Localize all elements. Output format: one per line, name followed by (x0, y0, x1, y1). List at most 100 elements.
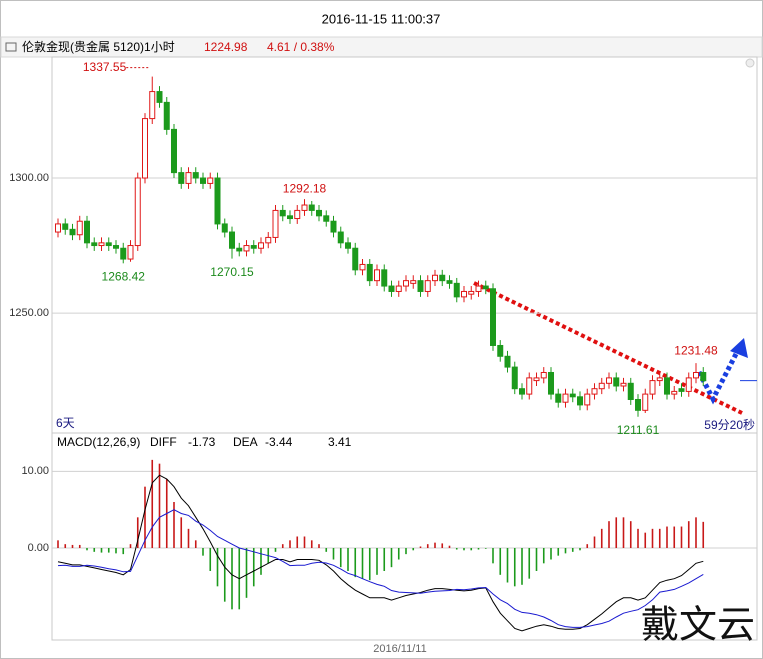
candle-body (345, 242, 351, 249)
candle-body (91, 242, 98, 247)
y-tick-label: 1250.00 (9, 307, 49, 319)
candle-body (243, 245, 250, 252)
trend-line (473, 281, 743, 415)
candle-body (410, 280, 417, 284)
y-tick-label: 1300.00 (9, 172, 49, 184)
candle-body (591, 388, 598, 395)
diff-name: DIFF (150, 435, 177, 449)
price-annotation: 1231.48 (674, 343, 718, 357)
candle-body (671, 390, 678, 395)
change: 4.61 / 0.38% (267, 40, 335, 54)
candle-body (156, 91, 163, 103)
period-label: 6天 (56, 416, 75, 430)
candle-body (453, 282, 460, 298)
candle-body (620, 382, 627, 387)
candle-body (272, 209, 279, 238)
candle-body (308, 204, 315, 211)
candle-body (229, 231, 235, 249)
y-tick-label: 0.00 (28, 542, 49, 554)
candle-body (134, 177, 141, 247)
candle-body (664, 377, 670, 395)
candle-body (265, 236, 272, 244)
candle-body (482, 285, 489, 290)
candle-body (279, 209, 286, 217)
candle-body (490, 288, 496, 346)
candle-body (120, 247, 127, 260)
candle-body (424, 280, 431, 292)
candle-body (192, 172, 199, 179)
diff-value: -1.73 (188, 435, 216, 449)
candle-body (526, 377, 533, 395)
candle-body (584, 393, 591, 406)
candle-body (606, 377, 612, 384)
candle-body (577, 396, 583, 406)
candle-body (555, 393, 562, 403)
price-annotation: 1292.18 (283, 181, 327, 195)
candle-body (200, 177, 206, 184)
candle-body (468, 290, 475, 295)
candle-body (497, 344, 504, 357)
last-price: 1224.98 (204, 40, 248, 54)
macd-line (57, 509, 704, 628)
countdown: 59分20秒 (704, 418, 755, 432)
candle-body (359, 263, 366, 271)
dea-value: -3.44 (265, 435, 293, 449)
candle-body (294, 209, 301, 220)
candle-body (540, 371, 547, 379)
header-icon (5, 42, 17, 52)
candle-body (127, 245, 134, 260)
candle-body (635, 399, 641, 411)
macd-line (57, 474, 704, 632)
candle-body (185, 172, 192, 184)
macd-label: MACD(12,26,9) (57, 435, 140, 449)
candle-body (439, 274, 446, 282)
corner-dot (745, 58, 755, 68)
candle-body (533, 377, 540, 382)
candle-body (287, 215, 293, 220)
candle-body (461, 290, 467, 298)
instrument: 伦敦金现(贵金属 5120)1小时 (22, 39, 175, 54)
candle-body (511, 366, 518, 390)
candle-body (62, 223, 69, 230)
candle-body (388, 285, 395, 292)
forecast-arrow-head (730, 338, 748, 358)
candle-body (649, 380, 656, 395)
candle-body (693, 371, 699, 379)
candle-body (598, 382, 605, 390)
price-annotation: 1268.42 (102, 269, 146, 283)
candle-body (519, 388, 525, 395)
candle-body (337, 231, 344, 244)
candle-body (323, 215, 330, 222)
price-annotation: 1337.55 (83, 60, 127, 74)
candle-body (163, 101, 170, 130)
candle-body (642, 393, 649, 411)
candle-body (316, 209, 322, 217)
candle-body (113, 245, 119, 249)
candle-body (403, 280, 409, 287)
candle-body (685, 377, 692, 392)
candle-body (330, 220, 337, 233)
candle-body (352, 247, 359, 271)
candle-body (374, 269, 380, 282)
candle-body (236, 247, 243, 252)
candle-body (69, 228, 76, 236)
candle-body (656, 377, 663, 382)
candle-body (55, 223, 61, 233)
candle-body (627, 382, 634, 401)
watermark: 戴文云 (641, 603, 755, 647)
candle-body (569, 393, 576, 398)
title: 2016-11-15 11:00:37 (322, 11, 441, 26)
price-annotation: 1211.61 (617, 423, 660, 437)
candle-body (84, 220, 90, 244)
candle-body (678, 388, 685, 392)
candle-body (417, 280, 424, 292)
macd-hist-value: 3.41 (328, 435, 352, 449)
y-tick-label: 10.00 (21, 465, 49, 477)
candle-body (446, 280, 453, 284)
candle-body (171, 128, 177, 174)
candle-body (700, 371, 707, 382)
candle-body (178, 172, 185, 184)
candle-body (366, 263, 373, 282)
